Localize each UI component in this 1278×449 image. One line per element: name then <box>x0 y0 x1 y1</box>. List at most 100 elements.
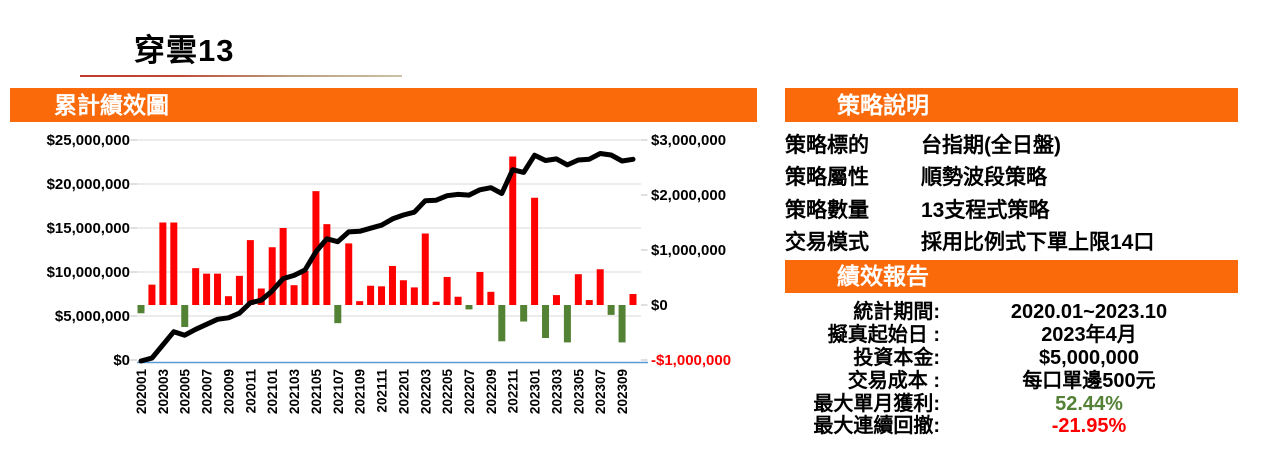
monthly-profit-bar <box>388 265 396 305</box>
monthly-loss-bar <box>137 305 145 314</box>
x-axis-label: 202103 <box>287 369 302 415</box>
x-axis-label: 202209 <box>484 369 499 414</box>
x-axis-label: 202301 <box>528 369 543 415</box>
x-axis-label: 202109 <box>353 369 368 414</box>
x-axis-label: 202205 <box>440 369 455 415</box>
x-axis-label: 202307 <box>593 369 608 414</box>
monthly-profit-bar <box>629 294 637 305</box>
x-axis-label: 202105 <box>309 369 324 415</box>
right-axis-label: $3,000,000 <box>651 132 726 149</box>
strategy-row-label: 交易模式 <box>785 231 869 255</box>
strategy-row: 策略屬性 順勢波段策略 <box>785 162 1238 194</box>
report-row-value: 2023年4月 <box>1041 323 1137 346</box>
left-axis-label: $25,000,000 <box>47 132 130 149</box>
x-axis-label: 202309 <box>615 369 630 414</box>
report-row-value: 每口單邊500元 <box>1022 369 1156 392</box>
chart-panel-header: 累計績效圖 <box>10 88 757 122</box>
left-axis-label: $0 <box>113 352 130 369</box>
monthly-profit-bar <box>443 276 451 305</box>
strategy-row-label: 策略數量 <box>785 198 869 222</box>
monthly-loss-bar <box>563 305 571 343</box>
monthly-profit-bar <box>257 288 265 305</box>
report-panel-header: 績效報告 <box>785 260 1238 293</box>
right-axis-label: -$1,000,000 <box>651 352 731 369</box>
monthly-profit-bar <box>421 233 429 305</box>
monthly-profit-bar <box>552 295 560 305</box>
strategy-row-value: 13支程式策略 <box>921 198 1050 222</box>
report-row-value: -21.95% <box>1051 415 1127 438</box>
report-row: 統計期間: 2020.01~2023.10 <box>785 301 1238 324</box>
cumulative-performance-chart: $0 $5,000,000 $10,000,000 $15,000,000 $20,00… <box>47 132 732 415</box>
x-axis-label: 202001 <box>134 369 149 415</box>
x-axis-label: 202211 <box>506 369 521 414</box>
report-row-value: 52.44% <box>1055 392 1123 415</box>
x-axis-label: 202003 <box>156 369 171 415</box>
report-row-label: 最大單月獲利: <box>813 392 940 415</box>
monthly-loss-bar <box>520 305 528 322</box>
cumulative-equity-line <box>138 151 636 364</box>
report-panel-title: 績效報告 <box>837 263 929 289</box>
report-row-label: 擬真起始日 : <box>827 323 940 346</box>
monthly-profit-bar <box>290 285 298 305</box>
left-axis-label: $10,000,000 <box>47 264 130 281</box>
monthly-profit-bar <box>345 243 353 305</box>
chart-panel-title: 累計績效圖 <box>54 92 169 118</box>
monthly-loss-bar <box>465 305 473 310</box>
report-row: 擬真起始日 : 2023年4月 <box>785 324 1238 347</box>
strategy-row-value: 台指期(全日盤) <box>921 134 1061 157</box>
x-axis-label: 202207 <box>462 369 477 414</box>
left-axis-label: $15,000,000 <box>47 220 130 237</box>
monthly-profit-bar <box>487 291 495 305</box>
x-axis-label: 202303 <box>550 369 565 415</box>
report-row: 最大單月獲利: 52.44% <box>785 393 1238 416</box>
monthly-profit-bar <box>399 280 407 305</box>
monthly-profit-bar <box>356 301 364 305</box>
right-axis-label: $0 <box>651 297 668 314</box>
report-row-value: $5,000,000 <box>1038 346 1140 369</box>
monthly-profit-bar <box>246 240 254 305</box>
monthly-profit-bar <box>214 273 222 305</box>
left-axis-label: $5,000,000 <box>55 308 130 325</box>
x-axis-label: 202011 <box>243 369 258 414</box>
report-row-label: 投資本金: <box>853 346 940 369</box>
title-underline <box>80 75 402 77</box>
monthly-profit-bar <box>148 284 156 305</box>
report-row: 最大連續回撤: -21.95% <box>785 415 1238 438</box>
performance-report-list: 統計期間: 2020.01~2023.10 擬真起始日 : 2023年4月 投資… <box>785 301 1238 438</box>
monthly-profit-bar <box>203 273 211 305</box>
monthly-loss-bar <box>498 305 506 342</box>
strategy-row-value: 順勢波段策略 <box>921 166 1047 190</box>
monthly-profit-bar <box>279 228 287 305</box>
strategy-row-label: 策略屬性 <box>785 166 869 190</box>
strategy-row-value: 採用比例式下單上限14口 <box>921 231 1155 255</box>
strategy-row: 交易模式 採用比例式下單上限14口 <box>785 227 1238 259</box>
x-axis-label: 202101 <box>265 369 280 415</box>
monthly-profit-bar <box>192 268 200 305</box>
monthly-profit-bar <box>224 296 232 305</box>
monthly-loss-bar <box>618 305 626 343</box>
monthly-loss-bar <box>542 305 550 338</box>
x-axis-label: 202111 <box>375 369 390 413</box>
report-row-label: 交易成本 : <box>847 369 940 392</box>
monthly-loss-bar <box>181 305 189 327</box>
x-axis-label: 202201 <box>396 369 411 415</box>
monthly-loss-bar <box>607 305 615 315</box>
monthly-profit-bar <box>432 301 440 305</box>
strategy-row: 策略數量 13支程式策略 <box>785 195 1238 227</box>
monthly-profit-bar <box>410 287 418 305</box>
monthly-profit-bar <box>574 274 582 305</box>
right-axis-label: $2,000,000 <box>651 187 726 204</box>
x-axis-label: 202305 <box>571 369 586 415</box>
page-title: 穿雲13 <box>134 33 235 68</box>
monthly-profit-bar <box>268 247 276 305</box>
strategy-description-list: 策略標的 台指期(全日盤) 策略屬性 順勢波段策略 策略數量 13支程式策略 交易模式… <box>785 130 1238 260</box>
left-axis-label: $20,000,000 <box>47 176 130 193</box>
monthly-profit-bar <box>596 269 604 305</box>
monthly-profit-bar <box>159 222 167 305</box>
monthly-profit-bar <box>378 286 386 305</box>
monthly-loss-bar <box>334 305 342 324</box>
report-row: 投資本金: $5,000,000 <box>785 347 1238 370</box>
monthly-profit-bar <box>235 275 243 305</box>
monthly-profit-bar <box>323 224 331 305</box>
